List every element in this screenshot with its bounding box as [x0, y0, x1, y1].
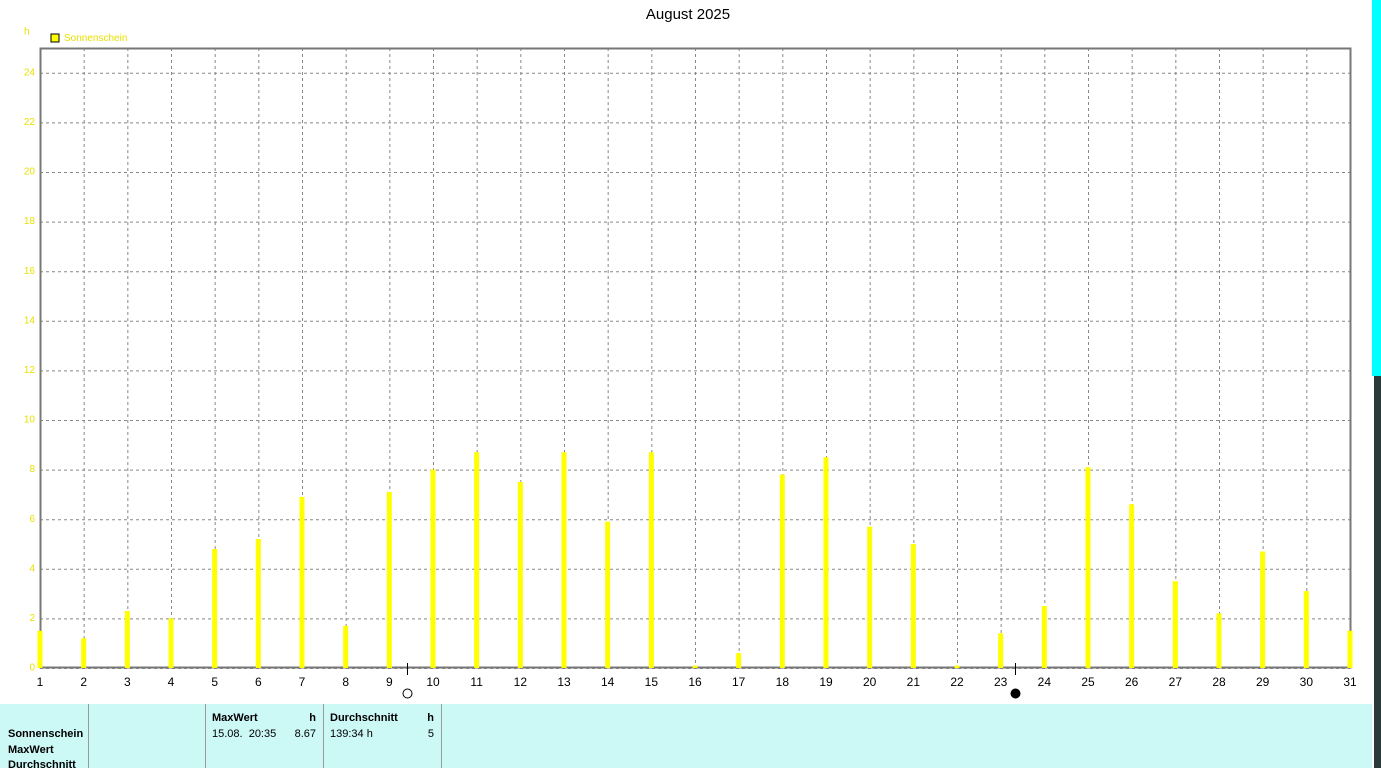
legend-label: Sonnenschein — [64, 33, 127, 44]
x-tick-label: 16 — [688, 675, 702, 689]
bar — [867, 526, 873, 668]
table-bg — [0, 704, 1372, 768]
x-tick-label: 22 — [950, 675, 964, 689]
bar — [1347, 630, 1353, 668]
bar — [299, 496, 305, 668]
bar — [1216, 613, 1222, 668]
x-tick-label: 3 — [124, 675, 131, 689]
x-tick-label: 8 — [342, 675, 349, 689]
y-tick-label: 0 — [29, 663, 35, 674]
row-label: Durchschnitt — [8, 759, 76, 768]
bar — [343, 625, 349, 668]
y-tick-label: 8 — [29, 464, 35, 475]
bar — [430, 469, 436, 668]
y-tick-label: 2 — [29, 613, 35, 624]
bar — [692, 665, 698, 668]
y-tick-label: 4 — [29, 563, 35, 574]
bar — [1085, 467, 1091, 668]
full-moon — [402, 688, 413, 699]
cell: 139:34 h — [330, 728, 373, 740]
x-tick-label: 18 — [776, 675, 790, 689]
bar — [1172, 581, 1178, 668]
x-tick-label: 21 — [907, 675, 921, 689]
x-tick-label: 26 — [1125, 675, 1139, 689]
y-tick-label: 24 — [24, 67, 36, 78]
x-tick-label: 14 — [601, 675, 615, 689]
x-tick-label: 15 — [645, 675, 659, 689]
x-tick-label: 31 — [1343, 675, 1357, 689]
x-tick-label: 12 — [514, 675, 528, 689]
x-tick-label: 10 — [426, 675, 440, 689]
bar — [779, 474, 785, 668]
y-tick-label: 10 — [24, 415, 36, 426]
x-tick-label: 9 — [386, 675, 393, 689]
bar — [1260, 551, 1266, 668]
bar — [124, 610, 130, 668]
col-unit: h — [427, 712, 434, 724]
x-tick-label: 7 — [299, 675, 306, 689]
x-tick-label: 28 — [1212, 675, 1226, 689]
y-axis-label: h — [24, 27, 30, 38]
y-tick-label: 16 — [24, 266, 36, 277]
x-tick-label: 11 — [470, 675, 483, 689]
x-tick-label: 4 — [168, 675, 175, 689]
bar — [37, 630, 43, 668]
y-tick-label: 22 — [24, 117, 36, 128]
new-moon — [1010, 688, 1021, 699]
x-tick-label: 24 — [1038, 675, 1052, 689]
bar — [605, 521, 611, 668]
col-header: Durchschnitt — [330, 712, 398, 724]
x-tick-label: 19 — [819, 675, 833, 689]
y-tick-label: 20 — [24, 167, 36, 178]
legend-swatch — [50, 33, 60, 43]
side-image — [1374, 376, 1381, 768]
table-dividers — [88, 704, 442, 768]
bar — [168, 618, 174, 668]
cell: 8.67 — [295, 728, 316, 740]
row-label: MaxWert — [8, 744, 54, 756]
x-tick-label: 2 — [80, 675, 87, 689]
y-tick-label: 14 — [24, 315, 36, 326]
row-label: Sonnenschein — [8, 728, 83, 740]
bar — [212, 548, 218, 668]
bar — [823, 457, 829, 668]
x-tick-label: 6 — [255, 675, 262, 689]
chart-title: August 2025 — [646, 6, 730, 23]
bar — [517, 482, 523, 668]
cell: 5 — [428, 728, 434, 740]
x-tick-label: 30 — [1300, 675, 1314, 689]
col-header: MaxWert — [212, 712, 258, 724]
bar — [1129, 504, 1135, 668]
bar — [1303, 591, 1309, 668]
x-tick-label: 13 — [557, 675, 571, 689]
x-tick-label: 20 — [863, 675, 877, 689]
x-tick-label: 25 — [1081, 675, 1095, 689]
bar — [386, 491, 392, 668]
bar — [1041, 606, 1047, 668]
col-unit: h — [309, 712, 316, 724]
bar — [736, 653, 742, 668]
bar — [474, 452, 480, 668]
x-tick-label: 23 — [994, 675, 1008, 689]
bar — [561, 452, 567, 668]
bar — [954, 665, 960, 668]
side-strip — [1372, 0, 1381, 376]
cell: 15.08. 20:35 — [212, 728, 276, 740]
bar — [255, 539, 261, 668]
x-tick-label: 5 — [211, 675, 218, 689]
plot-frame — [39, 47, 1352, 669]
bar — [81, 638, 87, 668]
y-tick-label: 18 — [24, 216, 36, 227]
x-tick-label: 27 — [1169, 675, 1183, 689]
bar — [648, 452, 654, 668]
x-tick-label: 17 — [732, 675, 746, 689]
y-tick-label: 12 — [24, 365, 36, 376]
y-tick-label: 6 — [29, 514, 35, 525]
bar — [998, 633, 1004, 668]
x-tick-label: 29 — [1256, 675, 1270, 689]
x-tick-label: 1 — [37, 675, 44, 689]
bar — [910, 544, 916, 668]
